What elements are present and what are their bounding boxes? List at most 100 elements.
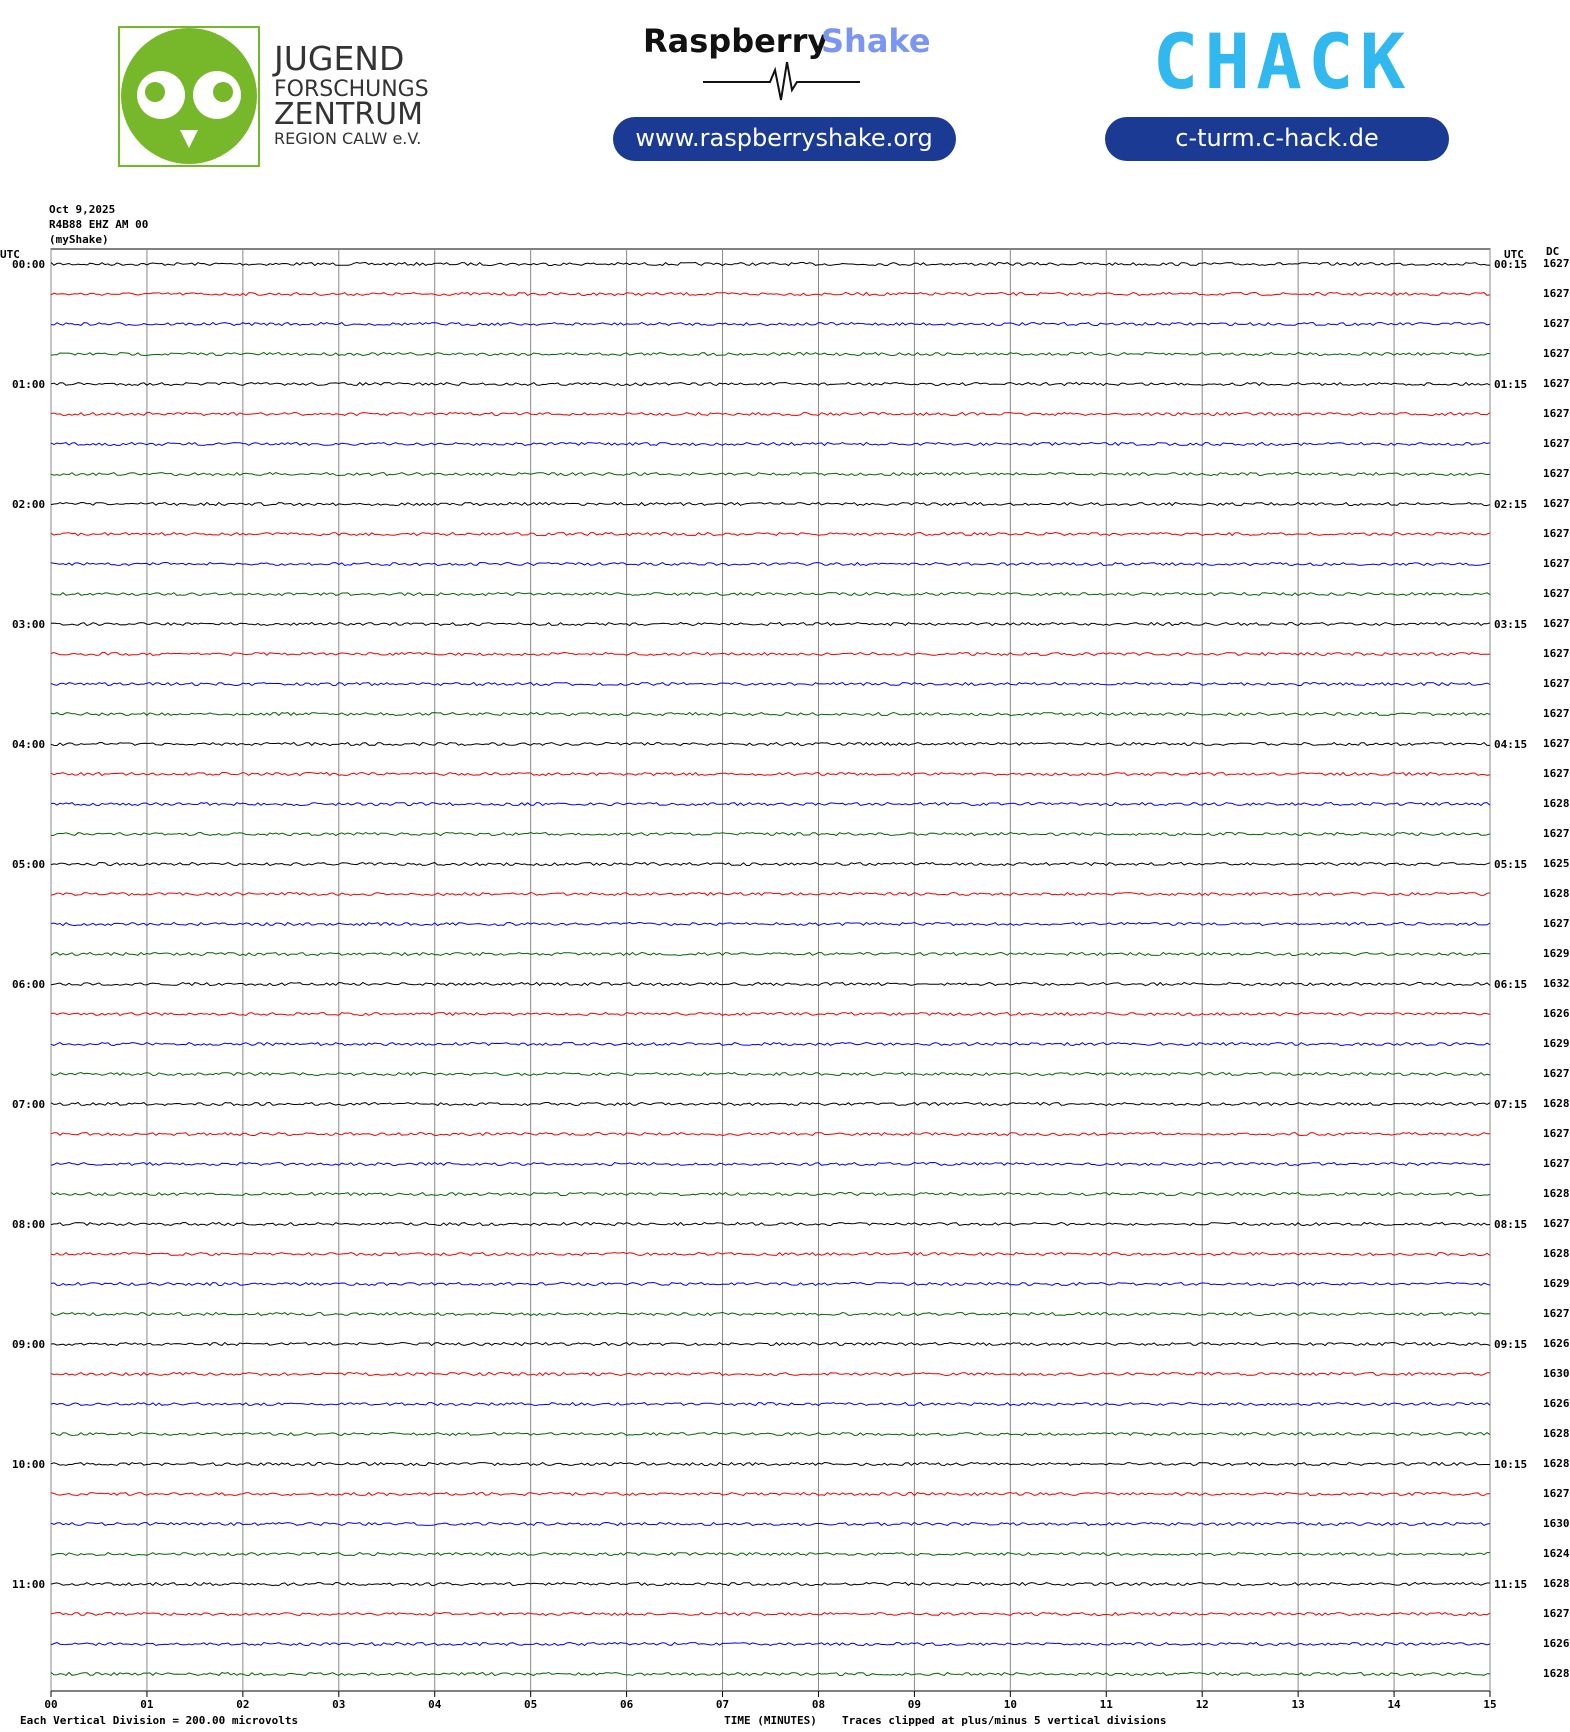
trace: [50, 1251, 1491, 1257]
dc-value: 16278: [1543, 1217, 1570, 1230]
trace: [50, 1611, 1491, 1617]
trace: [50, 801, 1491, 807]
dc-value: 16287: [1543, 1097, 1570, 1110]
brand-url: www.raspberryshake.org: [635, 124, 932, 152]
trace: [50, 291, 1491, 297]
dc-value: 16327: [1543, 977, 1570, 990]
dc-value: 16283: [1543, 797, 1570, 810]
dc-value: 16276: [1543, 467, 1570, 480]
trace: [50, 1371, 1491, 1377]
trace: [50, 1161, 1491, 1167]
brand-wave: [703, 61, 860, 101]
trace: [50, 441, 1491, 447]
x-tick-label: 15: [1483, 1698, 1496, 1711]
url-pill: [613, 117, 956, 161]
dc-value: 16278: [1543, 437, 1570, 450]
plot: 00 01 02 03 04 05 06 07 08 09 10 11 12 13 14 15 TIME (MI…: [12, 249, 1570, 1727]
jfz-text: ZENTRUM: [274, 97, 423, 132]
dc-value: 16284: [1543, 1457, 1570, 1470]
trace: [50, 891, 1491, 897]
trace: [50, 1581, 1490, 1587]
x-tick-label: 03: [332, 1698, 345, 1711]
trace: [50, 981, 1491, 987]
trace: [50, 1311, 1491, 1317]
dc-value: 16275: [1543, 317, 1570, 330]
trace: [50, 1131, 1491, 1137]
dc-value: 16287: [1543, 1577, 1570, 1590]
right-time-label: 10:15: [1494, 1458, 1527, 1471]
trace: [50, 831, 1491, 837]
trace: [50, 1281, 1491, 1287]
trace: [50, 261, 1490, 267]
right-time-label: 01:15: [1494, 378, 1527, 391]
x-tick-label: 08: [812, 1698, 825, 1711]
dc-value: 16265: [1543, 1337, 1570, 1350]
trace: [50, 1221, 1491, 1227]
dc-value: 16278: [1543, 527, 1570, 540]
right-time-label: 00:15: [1494, 258, 1527, 271]
dc-value: 16276: [1543, 377, 1570, 390]
dc-value: 16276: [1543, 557, 1570, 570]
right-time-label: 08:15: [1494, 1218, 1527, 1231]
dc-value: 16254: [1543, 857, 1570, 870]
trace: [50, 1671, 1491, 1677]
footer-left: Each Vertical Division = 200.00 microvol…: [20, 1714, 298, 1727]
trace: [50, 1191, 1491, 1197]
trace: [50, 621, 1491, 627]
left-time-label: 08:00: [12, 1218, 45, 1231]
trace: [50, 861, 1491, 867]
left-time-label: 07:00: [12, 1098, 45, 1111]
dc-value: 16279: [1543, 917, 1570, 930]
trace: [50, 1431, 1491, 1437]
trace: [50, 1341, 1491, 1347]
brand-second: Shake: [821, 22, 931, 60]
left-time-label: 00:00: [12, 258, 45, 271]
plot-frame: [50, 248, 1491, 1692]
right-time-label: 07:15: [1494, 1098, 1527, 1111]
left-time-label: 05:00: [12, 858, 45, 871]
dc-value: 16277: [1543, 497, 1570, 510]
trace: [50, 771, 1491, 777]
x-tick-label: 00: [44, 1698, 57, 1711]
dc-value: 16277: [1543, 1607, 1570, 1620]
right-time-label: 04:15: [1494, 738, 1527, 751]
x-tick-label: 07: [716, 1698, 729, 1711]
trace: [50, 501, 1491, 507]
dc-value: 16265: [1543, 1007, 1570, 1020]
x-tick-label: 06: [620, 1698, 634, 1711]
info-station: R4B88 EHZ AM 00: [49, 218, 148, 231]
dc-value: 16277: [1543, 1307, 1570, 1320]
right-time-label: 09:15: [1494, 1338, 1527, 1351]
dc-value: 16274: [1543, 707, 1570, 720]
jfz-text: REGION CALW e.V.: [274, 129, 421, 148]
dc-value: 16277: [1543, 1487, 1570, 1500]
dc-value: 16284: [1543, 1667, 1570, 1680]
left-time-label: 10:00: [12, 1458, 45, 1471]
trace: [50, 591, 1491, 597]
trace: [50, 711, 1491, 717]
trace: [50, 381, 1491, 387]
dc-value: 16279: [1543, 1067, 1570, 1080]
info-date: Oct 9,2025: [49, 203, 115, 216]
x-tick-label: 14: [1387, 1698, 1401, 1711]
x-tick-label: 13: [1292, 1698, 1305, 1711]
dc-value: 16300: [1543, 1517, 1570, 1530]
left-time-label: 03:00: [12, 618, 45, 631]
trace: [50, 1521, 1491, 1527]
x-tick-label: 09: [908, 1698, 921, 1711]
x-tick-label: 01: [140, 1698, 154, 1711]
right-time-label: 11:15: [1494, 1578, 1527, 1591]
jfz-text: JUGEND: [272, 39, 404, 78]
x-tick-label: 10: [1004, 1698, 1017, 1711]
info-source: (myShake): [49, 233, 109, 246]
brand-first: Raspberry: [643, 22, 828, 60]
left-time-label: 11:00: [12, 1578, 45, 1591]
left-time-label: 04:00: [12, 738, 45, 751]
trace: [50, 921, 1491, 927]
hack-logo: CHACK: [1153, 17, 1412, 106]
